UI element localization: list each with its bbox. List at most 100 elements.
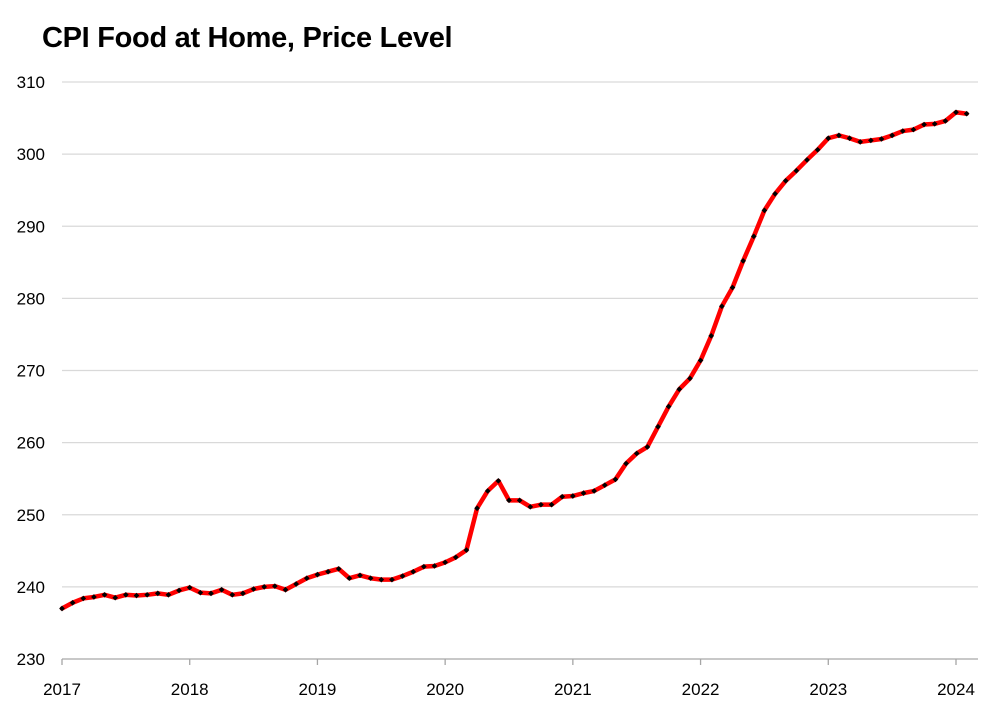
y-tick-label-310: 310	[17, 73, 45, 92]
data-point	[410, 568, 417, 575]
data-point	[59, 605, 65, 612]
y-axis-tick-labels: 230 240 250 260 270 280 290 300 310	[17, 73, 45, 669]
data-point	[197, 589, 204, 596]
x-tick-label-2023: 2023	[809, 680, 847, 699]
series-cpi-food-at-home	[59, 109, 970, 612]
data-point	[452, 554, 459, 561]
data-point	[516, 497, 523, 504]
x-tick-label-2017: 2017	[43, 680, 81, 699]
data-point	[144, 591, 150, 598]
data-point	[69, 599, 76, 606]
data-point	[729, 284, 736, 291]
data-point	[346, 575, 353, 582]
y-tick-label-250: 250	[17, 506, 45, 525]
data-point	[218, 586, 225, 593]
data-point	[836, 132, 842, 139]
data-point	[889, 132, 895, 139]
data-point	[474, 505, 480, 512]
data-point	[133, 592, 140, 599]
data-point	[229, 591, 236, 598]
data-point	[314, 571, 321, 578]
data-point	[942, 118, 949, 124]
x-axis-tick-labels: 2017 2018 2019 2020 2021 2022 2023 2024	[43, 680, 975, 699]
data-point	[154, 590, 161, 597]
data-point	[293, 581, 299, 587]
data-point	[814, 146, 821, 153]
data-point	[335, 566, 342, 572]
data-point	[644, 444, 651, 450]
chart-title: CPI Food at Home, Price Level	[42, 22, 453, 54]
data-point	[878, 136, 885, 142]
data-point	[112, 594, 119, 601]
data-point	[687, 375, 693, 382]
data-point	[655, 423, 661, 430]
data-point	[708, 333, 715, 339]
data-point	[176, 587, 182, 594]
data-point	[399, 573, 406, 579]
data-point	[208, 590, 214, 597]
x-tick-label-2019: 2019	[299, 680, 337, 699]
data-point	[750, 233, 757, 240]
data-point	[538, 501, 544, 508]
y-tick-label-230: 230	[17, 650, 45, 669]
data-point	[484, 488, 491, 494]
data-point	[793, 167, 800, 174]
data-point	[527, 503, 534, 510]
data-point	[740, 258, 746, 264]
data-point	[772, 190, 778, 197]
data-point	[857, 139, 864, 145]
data-point	[357, 572, 363, 579]
data-point	[442, 559, 448, 566]
data-point	[240, 590, 246, 597]
data-point	[548, 501, 555, 508]
series-line	[59, 110, 969, 611]
data-point	[272, 583, 278, 589]
data-point	[91, 594, 97, 600]
data-point	[665, 403, 672, 410]
gridlines	[62, 81, 978, 588]
data-point	[963, 110, 970, 117]
data-point	[123, 591, 129, 598]
data-point	[846, 135, 853, 142]
data-point	[868, 137, 874, 144]
data-point	[495, 478, 502, 484]
y-tick-label-270: 270	[17, 362, 45, 381]
data-point	[559, 493, 566, 500]
data-point	[719, 303, 725, 310]
data-point	[165, 591, 172, 598]
y-tick-label-290: 290	[17, 217, 45, 236]
y-tick-label-240: 240	[17, 578, 45, 597]
y-tick-label-260: 260	[17, 434, 45, 453]
data-point	[261, 584, 268, 590]
data-point	[282, 586, 289, 593]
data-point	[580, 490, 587, 496]
data-point	[250, 586, 257, 592]
y-tick-label-300: 300	[17, 145, 45, 164]
data-point	[303, 575, 310, 582]
x-tick-label-2022: 2022	[682, 680, 720, 699]
data-point	[325, 568, 331, 575]
data-point	[623, 460, 629, 467]
data-point	[804, 157, 810, 163]
x-axis	[61, 658, 978, 665]
x-tick-label-2020: 2020	[426, 680, 464, 699]
data-point	[506, 497, 512, 504]
data-point	[782, 177, 789, 184]
data-point	[389, 576, 395, 583]
data-point	[931, 121, 938, 127]
x-tick-label-2024: 2024	[937, 680, 975, 699]
y-tick-label-280: 280	[17, 289, 45, 308]
data-point	[186, 584, 193, 591]
data-point	[463, 547, 470, 553]
data-point	[591, 488, 597, 494]
x-tick-label-2018: 2018	[171, 680, 209, 699]
data-point	[431, 563, 438, 569]
data-point	[421, 563, 427, 570]
x-tick-label-2021: 2021	[554, 680, 592, 699]
data-point	[921, 121, 927, 128]
data-point	[697, 357, 704, 364]
data-point	[612, 476, 619, 483]
data-point	[570, 493, 576, 499]
data-point	[80, 595, 87, 602]
